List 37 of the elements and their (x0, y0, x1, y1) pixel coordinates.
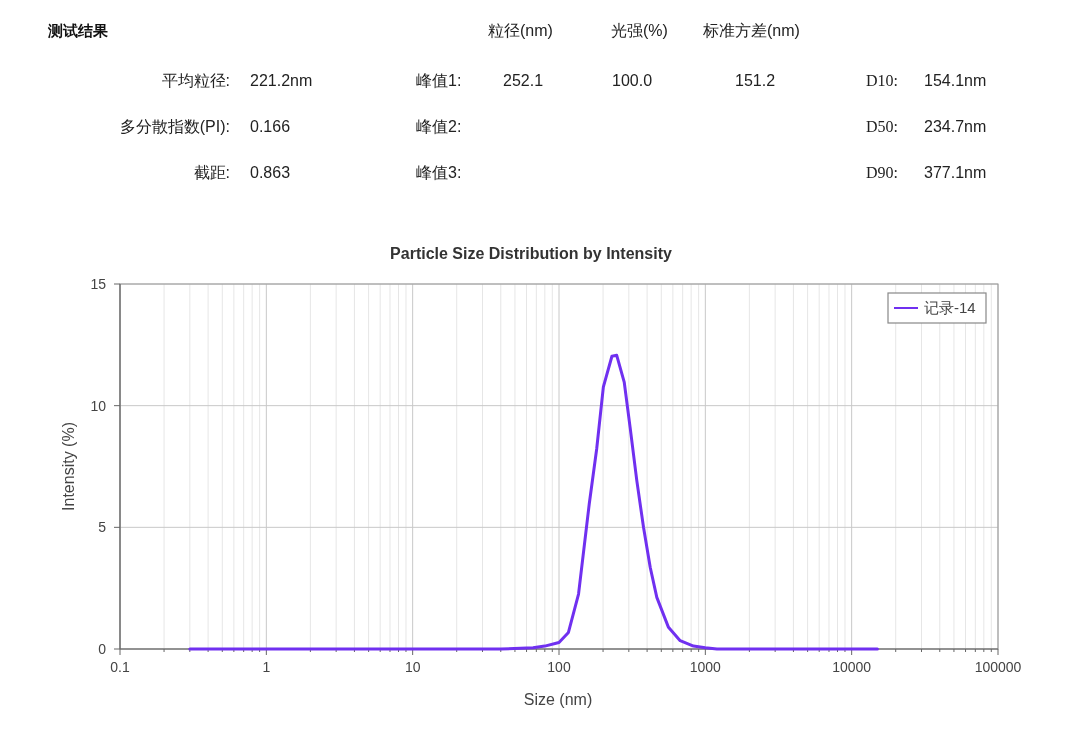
text: D90: (866, 164, 898, 181)
x-tick-label: 1 (262, 659, 271, 675)
text: 粒径(nm) (488, 22, 553, 39)
text: 100.0 (612, 72, 653, 89)
text: 多分散指数(PI): (119, 118, 230, 135)
text: 377.1nm (924, 164, 987, 181)
text: 峰值3: (416, 164, 462, 181)
text: D50: (866, 118, 898, 135)
x-axis-title: Size (nm) (523, 691, 593, 708)
legend-label: 记录-14 (924, 299, 976, 316)
text: 光强(%) (611, 22, 668, 39)
text: 截距: (193, 164, 230, 181)
text: 标准方差(nm) (702, 22, 800, 39)
x-tick-label: 0.1 (110, 659, 130, 675)
text: 0.166 (250, 118, 291, 135)
x-tick-label: 1000 (689, 659, 722, 675)
y-tick-label: 0 (98, 641, 107, 657)
x-tick-label: 100000 (974, 659, 1022, 675)
text: 平均粒径: (161, 72, 230, 89)
text: 252.1 (503, 72, 544, 89)
y-tick-label: 15 (90, 276, 107, 292)
text: D10: (866, 72, 898, 89)
text: 154.1nm (924, 72, 987, 89)
text: 151.2 (735, 72, 776, 89)
x-tick-label: 10000 (832, 659, 872, 675)
y-tick-label: 10 (90, 397, 107, 414)
x-tick-label: 100 (547, 659, 571, 675)
text: 0.863 (250, 164, 291, 181)
text: 测试结果 (47, 22, 109, 39)
text: 峰值1: (416, 72, 462, 89)
text: 221.2nm (250, 72, 313, 89)
text: 234.7nm (924, 118, 987, 135)
x-tick-label: 10 (404, 659, 421, 675)
y-tick-label: 5 (98, 519, 107, 536)
y-axis-title: Intensity (%) (60, 422, 77, 511)
chart-title: Particle Size Distribution by Intensity (390, 245, 673, 262)
text: 峰值2: (416, 118, 462, 135)
